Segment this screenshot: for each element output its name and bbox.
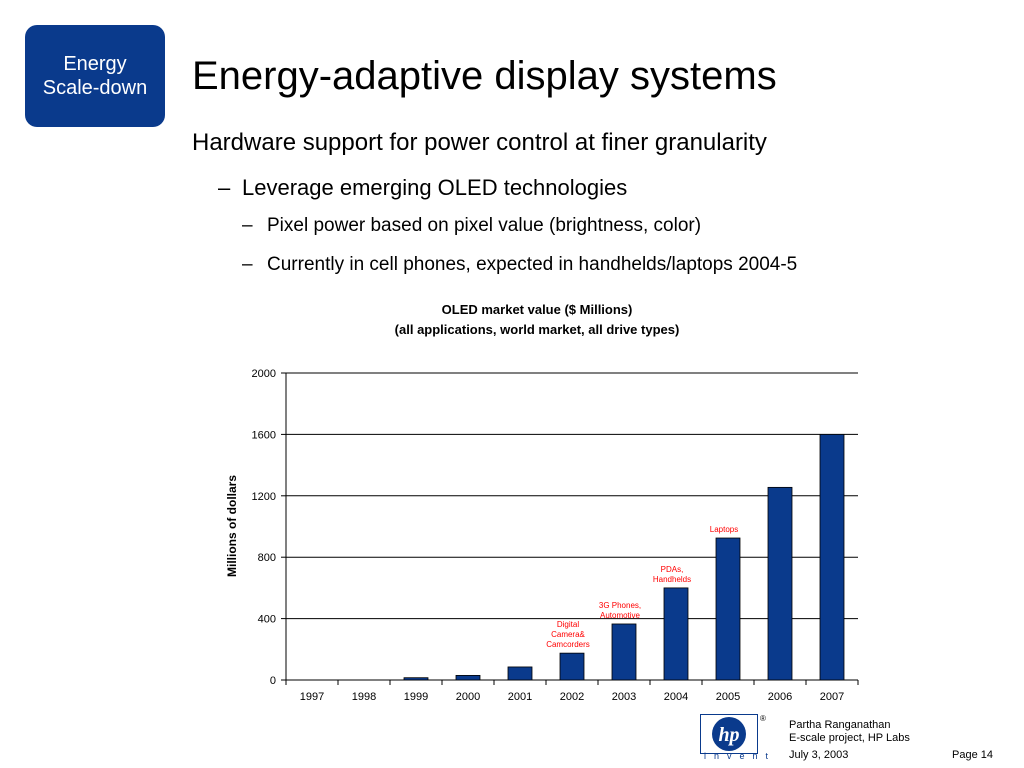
- bullet-dash: –: [218, 175, 231, 200]
- registered-mark: ®: [760, 714, 766, 723]
- x-tick-label: 2002: [560, 691, 584, 703]
- bullet-level2-text: Leverage emerging OLED technologies: [242, 175, 628, 200]
- y-axis-label: Millions of dollars: [225, 475, 239, 577]
- bullet-level3-b-text: Currently in cell phones, expected in ha…: [267, 254, 798, 275]
- bullet-level1: Hardware support for power control at fi…: [192, 128, 767, 158]
- x-tick-label: 1999: [404, 691, 428, 703]
- bar-annotation: Camera&: [551, 630, 585, 639]
- bar: [507, 666, 533, 681]
- slide-title: Energy-adaptive display systems: [192, 54, 777, 98]
- chart-title: OLED market value ($ Millions): [442, 302, 633, 317]
- bar: [559, 652, 585, 681]
- hp-logo-text: hp: [718, 724, 739, 746]
- y-tick-label: 2000: [252, 368, 276, 380]
- bullet-level3-a-text: Pixel power based on pixel value (bright…: [267, 215, 702, 236]
- y-tick-label: 1600: [252, 429, 276, 441]
- y-tick-label: 800: [258, 552, 276, 564]
- bar-annotation: PDAs,: [661, 565, 684, 574]
- y-tick-label: 0: [270, 675, 276, 687]
- x-tick-label: 2001: [508, 691, 532, 703]
- invent-text: invent: [704, 751, 777, 761]
- hp-logo-circle: [712, 717, 746, 751]
- bar-annotation: 3G Phones,: [599, 601, 641, 610]
- bar: [403, 677, 429, 681]
- badge-line-2: Scale-down: [42, 77, 148, 99]
- footer-date: July 3, 2003: [789, 749, 849, 761]
- bar: [819, 433, 845, 681]
- bar-annotation: Automotive: [600, 611, 641, 620]
- bar-annotation: Digital: [557, 620, 579, 629]
- x-tick-label: 2004: [664, 691, 688, 703]
- x-tick-label: 2006: [768, 691, 792, 703]
- bullet-level2: – Leverage emerging OLED technologies: [218, 174, 627, 202]
- x-tick-label: 1998: [352, 691, 376, 703]
- bar: [767, 486, 793, 681]
- bar: [715, 537, 741, 681]
- x-tick-label: 2000: [456, 691, 480, 703]
- y-tick-label: 400: [258, 614, 276, 626]
- x-tick-label: 2007: [820, 691, 844, 703]
- x-tick-label: 2005: [716, 691, 740, 703]
- badge-line-1: Energy: [63, 53, 127, 75]
- bar-annotation: Handhelds: [653, 575, 691, 584]
- bullet-level3-a: – Pixel power based on pixel value (brigh…: [242, 214, 701, 238]
- section-badge: Energy Scale-down: [25, 25, 165, 127]
- bullet-dash: –: [242, 215, 253, 236]
- bar: [611, 623, 637, 681]
- x-tick-label: 2003: [612, 691, 636, 703]
- bullet-level1-text: Hardware support for power control at fi…: [192, 129, 767, 156]
- bar: [663, 587, 689, 681]
- chart-subtitle: (all applications, world market, all dri…: [395, 322, 680, 337]
- bullet-level3-b: – Currently in cell phones, expected in h…: [242, 253, 797, 277]
- footer-author: Partha Ranganathan: [789, 719, 891, 731]
- bullet-dash: –: [242, 254, 253, 275]
- hp-logo: hp: [700, 714, 758, 754]
- footer-page: Page 14: [952, 749, 993, 761]
- bar-annotation: Camcorders: [546, 640, 590, 649]
- y-tick-label: 1200: [252, 491, 276, 503]
- footer-project: E-scale project, HP Labs: [789, 732, 910, 744]
- plot-area: 0 400 800 1200 1600 2000 1997 1998 1999 2000 2001 2…: [252, 368, 859, 703]
- bar: [455, 674, 481, 681]
- x-tick-label: 1997: [300, 691, 324, 703]
- bar-annotation: Laptops: [710, 525, 738, 534]
